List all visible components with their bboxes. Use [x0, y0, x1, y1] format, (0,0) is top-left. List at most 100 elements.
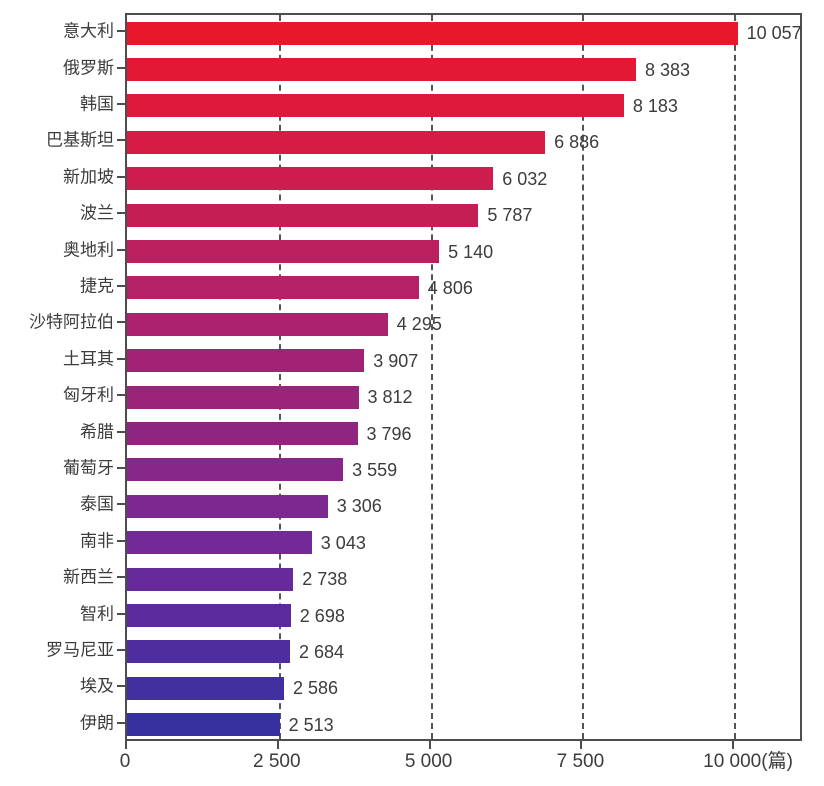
- y-tick-mark: [117, 467, 125, 469]
- bar: [127, 458, 344, 482]
- y-tick-mark: [117, 285, 125, 287]
- y-tick-mark: [117, 175, 125, 178]
- y-axis-label: 伊朗: [80, 713, 114, 733]
- y-tick-mark: [117, 66, 125, 69]
- bar-value-label: 8 383: [645, 59, 691, 80]
- gridline-7500: [582, 15, 585, 739]
- y-tick-mark: [117, 321, 125, 324]
- bar-row: 6 886: [127, 124, 800, 160]
- y-axis-label: 巴基斯坦: [46, 130, 114, 150]
- bar-value-label: 6 032: [502, 168, 548, 189]
- y-axis-label: 俄罗斯: [63, 58, 114, 78]
- y-tick-mark: [117, 212, 125, 215]
- x-tick-mark: [428, 741, 431, 749]
- bar-row: 3 306: [127, 488, 800, 524]
- bar-value-label: 5 787: [487, 205, 533, 226]
- y-axis-label: 泰国: [80, 494, 114, 514]
- axis-unit-label: (篇): [761, 751, 793, 772]
- bar-value-label: 10 057: [746, 23, 802, 44]
- bar-value-label: 6 886: [554, 132, 600, 153]
- bar: [127, 567, 294, 591]
- y-axis-label: 智利: [80, 604, 114, 624]
- y-tick-mark: [117, 539, 125, 542]
- bar: [127, 21, 738, 45]
- bar-value-label: 3 043: [320, 532, 366, 553]
- y-tick-mark: [117, 649, 125, 651]
- bar: [127, 640, 290, 664]
- bar-value-label: 2 738: [302, 569, 348, 590]
- bar-value-label: 3 907: [373, 350, 419, 371]
- bar-row: 4 806: [127, 270, 800, 306]
- y-tick-mark: [117, 103, 125, 105]
- bar-row: 3 796: [127, 415, 800, 451]
- bar-row: 4 295: [127, 306, 800, 342]
- y-tick-mark: [117, 357, 125, 360]
- y-tick-mark: [117, 139, 125, 142]
- y-axis-label: 希腊: [80, 422, 114, 442]
- bar: [127, 167, 494, 191]
- y-axis-label: 埃及: [80, 676, 114, 696]
- bar-row: 3 907: [127, 343, 800, 379]
- bar-value-label: 2 513: [288, 714, 334, 735]
- plot-area: 10 057 8 383 8 183 6 886 6 032 5 787 5 140 4 80…: [125, 13, 802, 741]
- bar-row: 3 559: [127, 452, 800, 488]
- bar-value-label: 4 295: [396, 314, 442, 335]
- x-tick-mark: [125, 741, 127, 749]
- bar-row: 3 043: [127, 525, 800, 561]
- y-axis-label: 罗马尼亚: [46, 640, 114, 660]
- bar-value-label: 3 559: [352, 459, 398, 480]
- bar: [127, 604, 291, 628]
- bar-row: 2 698: [127, 597, 800, 633]
- y-axis-label: 土耳其: [63, 349, 114, 369]
- y-tick-mark: [117, 685, 125, 688]
- bar-row: 6 032: [127, 161, 800, 197]
- y-axis-label: 南非: [80, 531, 114, 551]
- bar: [127, 58, 636, 82]
- bar-row: 2 738: [127, 561, 800, 597]
- bar: [127, 494, 328, 518]
- bar: [127, 713, 280, 737]
- bar-row: 2 513: [127, 707, 800, 743]
- bar-value-label: 3 812: [367, 387, 413, 408]
- y-tick-mark: [117, 576, 125, 579]
- bar-value-label: 2 586: [293, 678, 339, 699]
- x-tick-mark: [732, 741, 735, 749]
- bar: [127, 240, 440, 264]
- x-tick-label: 2 500: [253, 751, 301, 772]
- bar: [127, 130, 546, 154]
- bar-row: 10 057: [127, 15, 802, 51]
- y-axis-label: 捷克: [80, 276, 114, 296]
- gridline-10000: [734, 15, 737, 739]
- y-axis-label: 波兰: [80, 203, 114, 223]
- bar-value-label: 2 684: [299, 641, 345, 662]
- bar-row: 8 183: [127, 88, 800, 124]
- y-tick-mark: [117, 430, 125, 433]
- x-tick-mark: [276, 741, 279, 749]
- bar: [127, 422, 358, 446]
- x-tick-label: 0: [119, 751, 131, 772]
- y-tick-mark: [117, 503, 125, 506]
- y-axis-label: 沙特阿拉伯: [29, 312, 114, 332]
- bar-value-label: 3 796: [366, 423, 412, 444]
- y-axis-label: 匈牙利: [63, 385, 114, 405]
- bar-row: 3 812: [127, 379, 800, 415]
- bar: [127, 94, 624, 118]
- bar: [127, 531, 312, 555]
- y-tick-mark: [117, 30, 125, 33]
- bar: [127, 385, 359, 409]
- x-tick-label: 5 000: [404, 751, 453, 772]
- bar-row: 5 787: [127, 197, 800, 233]
- y-axis-label: 葡萄牙: [63, 458, 114, 478]
- bar: [127, 676, 284, 700]
- x-tick-label: 7 500: [556, 751, 605, 772]
- y-axis-label: 奥地利: [63, 240, 114, 260]
- bar-value-label: 2 698: [299, 605, 345, 626]
- y-axis-label: 意大利: [63, 21, 114, 41]
- bar: [127, 349, 365, 373]
- y-tick-mark: [117, 721, 125, 724]
- bar: [127, 312, 388, 336]
- bar: [127, 203, 479, 227]
- y-tick-mark: [117, 612, 125, 615]
- bar: [127, 276, 419, 300]
